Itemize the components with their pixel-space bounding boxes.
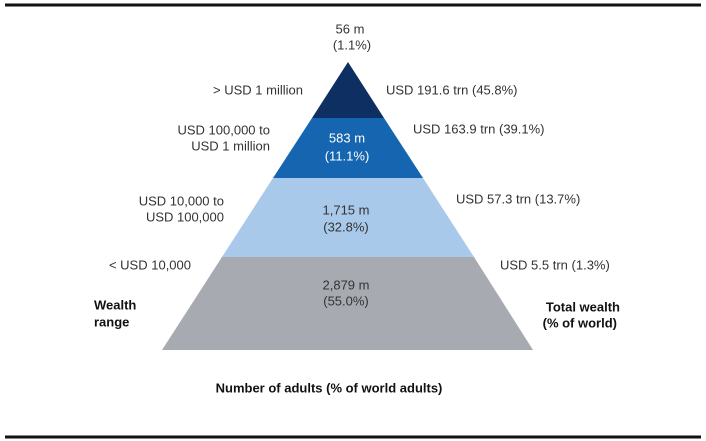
adults: 2,879 m <box>323 277 370 292</box>
adults: 1,715 m <box>323 202 370 217</box>
total-wealth: USD 57.3 trn (13.7%) <box>456 191 580 206</box>
adults: 583 m <box>329 130 365 145</box>
tier-4 <box>162 257 533 350</box>
adults: 56 m <box>336 21 365 36</box>
left-title: Wealth <box>94 297 136 312</box>
footer: Number of adults (% of world adults) <box>216 380 443 395</box>
share: (55.0%) <box>323 293 369 308</box>
tier-3 <box>222 178 474 257</box>
wealth-range: USD 10,000 to <box>139 193 224 208</box>
tier-1 <box>312 62 384 118</box>
wealth-range: USD 100,000 to <box>177 122 270 137</box>
total-wealth: USD 5.5 trn (1.3%) <box>500 257 610 272</box>
wealth-range: USD 100,000 <box>146 209 224 224</box>
share: (32.8%) <box>323 219 369 234</box>
tier-2 <box>273 118 423 178</box>
total-wealth: USD 163.9 trn (39.1%) <box>413 121 545 136</box>
right-title: Total wealth <box>546 299 620 314</box>
wealth-range: < USD 10,000 <box>109 257 191 272</box>
share: (11.1%) <box>325 148 370 163</box>
right-title: (% of world) <box>543 315 617 330</box>
wealth-range: USD 1 million <box>191 138 270 153</box>
share: (1.1%) <box>333 37 371 52</box>
left-title: range <box>94 314 129 329</box>
wealth-range: > USD 1 million <box>213 82 303 97</box>
total-wealth: USD 191.6 trn (45.8%) <box>386 82 518 97</box>
